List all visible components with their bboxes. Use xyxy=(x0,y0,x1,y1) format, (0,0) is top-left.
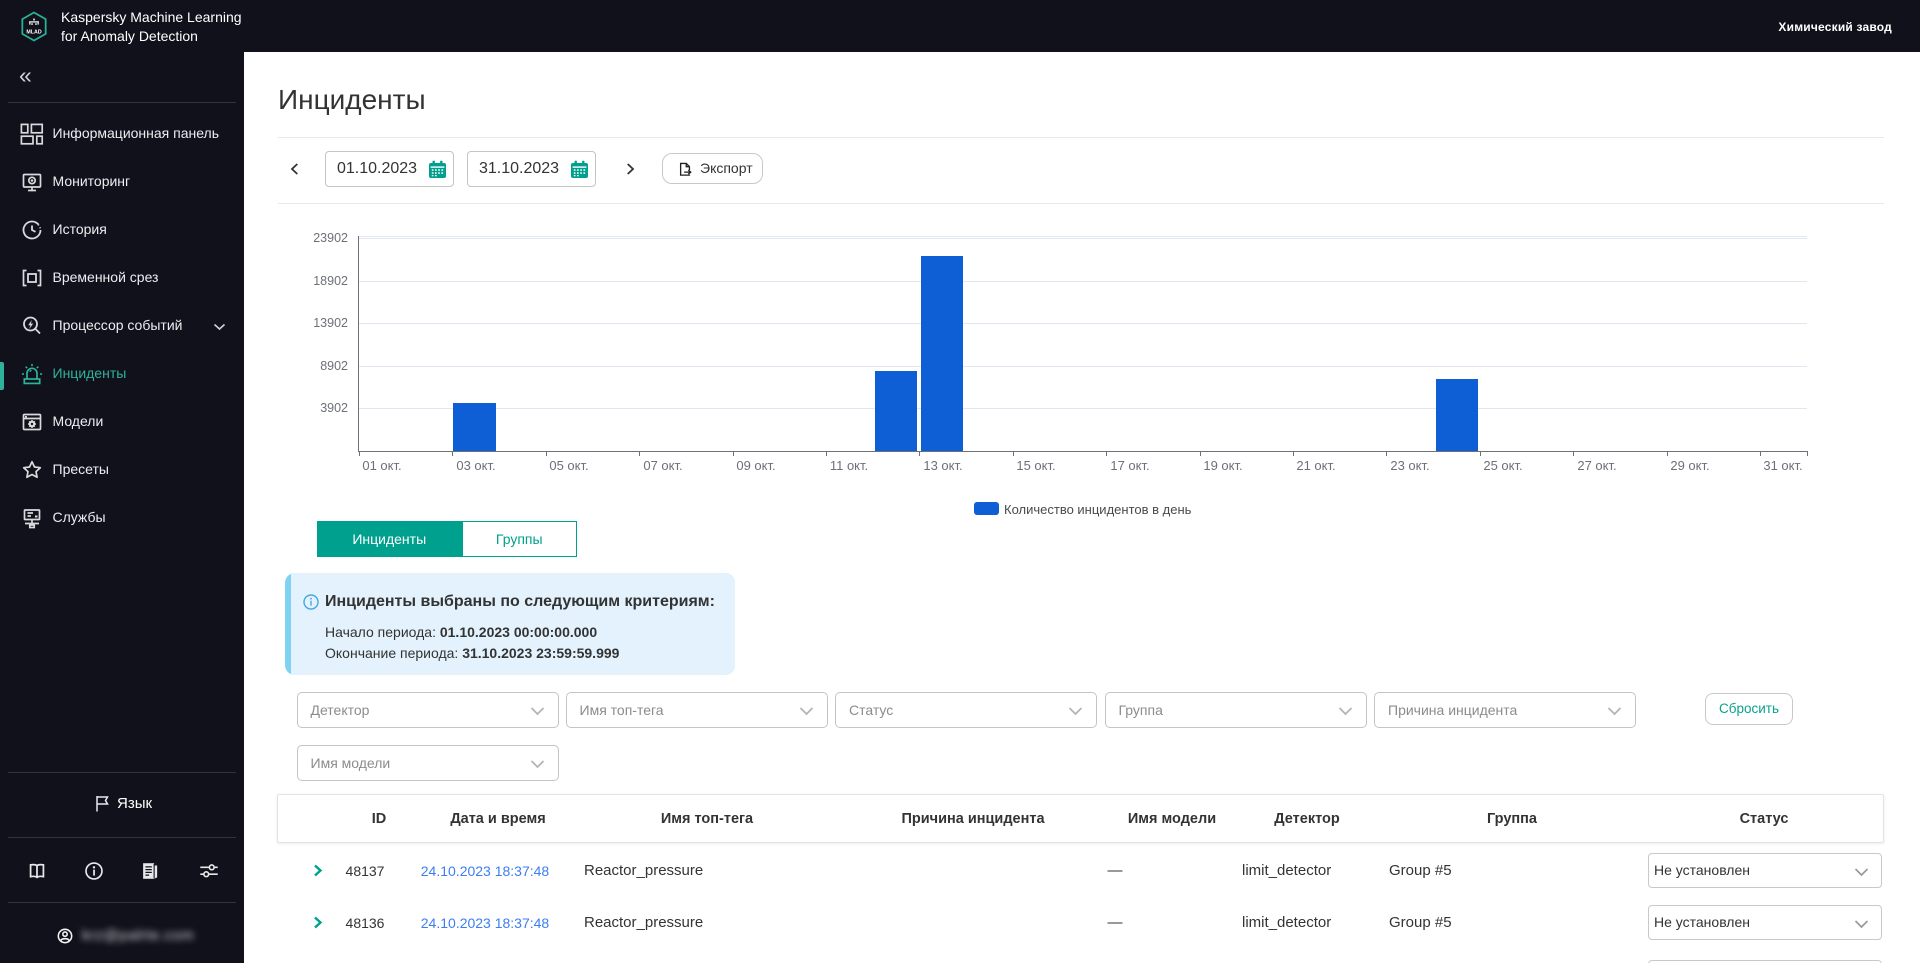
svg-text:MLAD: MLAD xyxy=(26,30,42,36)
